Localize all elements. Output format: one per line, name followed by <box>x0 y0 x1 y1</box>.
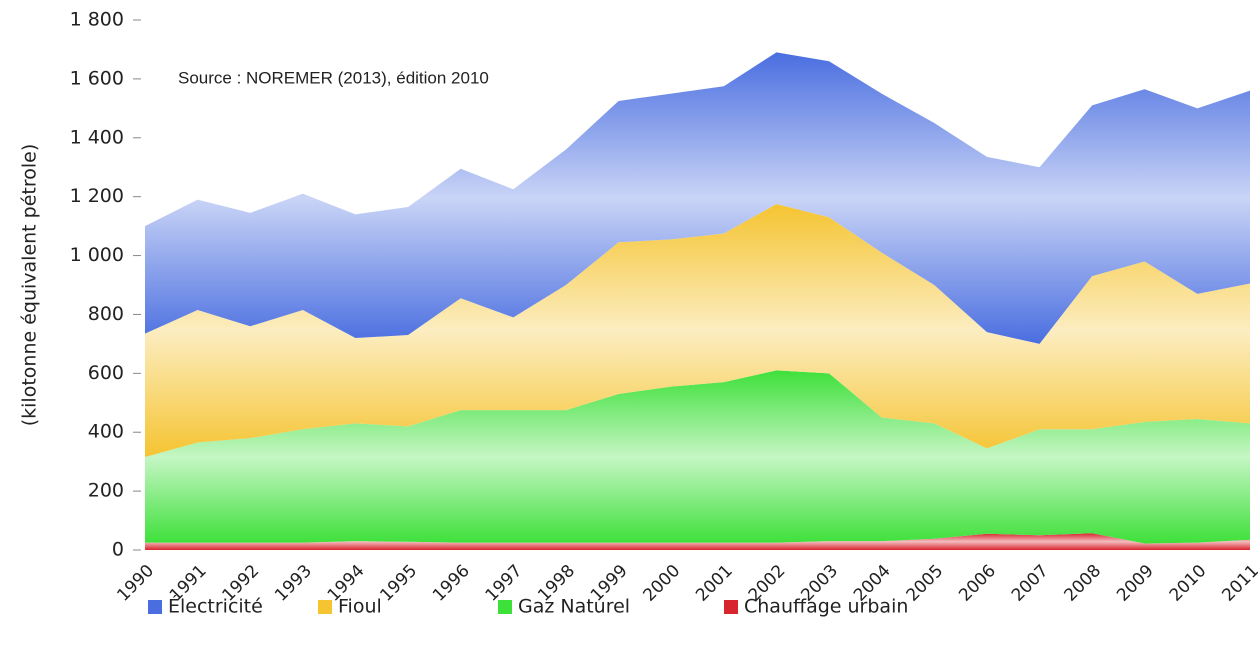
y-tick-label: 800 <box>88 303 124 325</box>
y-tick-label: 1 000 <box>70 244 124 266</box>
y-axis-label: (kilotonne équivalent pétrole) <box>19 144 41 427</box>
y-tick-label: 200 <box>88 480 124 502</box>
x-tick-label: 2010 <box>1166 561 1211 606</box>
x-tick-label: 2008 <box>1060 561 1105 606</box>
y-tick-label: 400 <box>88 421 124 443</box>
legend-swatch <box>318 600 332 614</box>
area <box>145 52 1250 344</box>
x-tick-label: 2006 <box>955 561 1000 606</box>
legend-swatch <box>498 600 512 614</box>
legend-label: Électricité <box>168 595 263 618</box>
legend-swatch <box>724 600 738 614</box>
x-tick-label: 1996 <box>429 561 474 606</box>
x-tick-label: 2009 <box>1113 561 1158 606</box>
x-tick-label: 2011 <box>1218 561 1258 606</box>
y-tick-label: 1 800 <box>70 9 124 31</box>
area <box>145 533 1250 550</box>
x-tick-label: 2007 <box>1008 561 1053 606</box>
y-tick-label: 600 <box>88 362 124 384</box>
legend-label: Gaz Naturel <box>518 596 630 618</box>
x-tick-label: 1990 <box>113 561 158 606</box>
x-tick-label: 1993 <box>271 561 316 606</box>
y-tick-label: 1 400 <box>70 126 124 148</box>
area <box>145 204 1250 457</box>
annotation: Source : NOREMER (2013), édition 2010 <box>178 68 489 87</box>
x-tick-label: 1995 <box>376 561 421 606</box>
y-tick-label: 1 600 <box>70 67 124 89</box>
legend-label: Fioul <box>338 596 382 618</box>
area <box>145 370 1250 544</box>
x-tick-label: 2001 <box>692 561 737 606</box>
legend-label: Chauffage urbain <box>744 596 908 618</box>
y-tick-label: 1 200 <box>70 185 124 207</box>
x-tick-label: 2005 <box>903 561 948 606</box>
y-tick-label: 0 <box>112 539 124 561</box>
legend-swatch <box>148 600 162 614</box>
x-tick-label: 2000 <box>640 561 685 606</box>
